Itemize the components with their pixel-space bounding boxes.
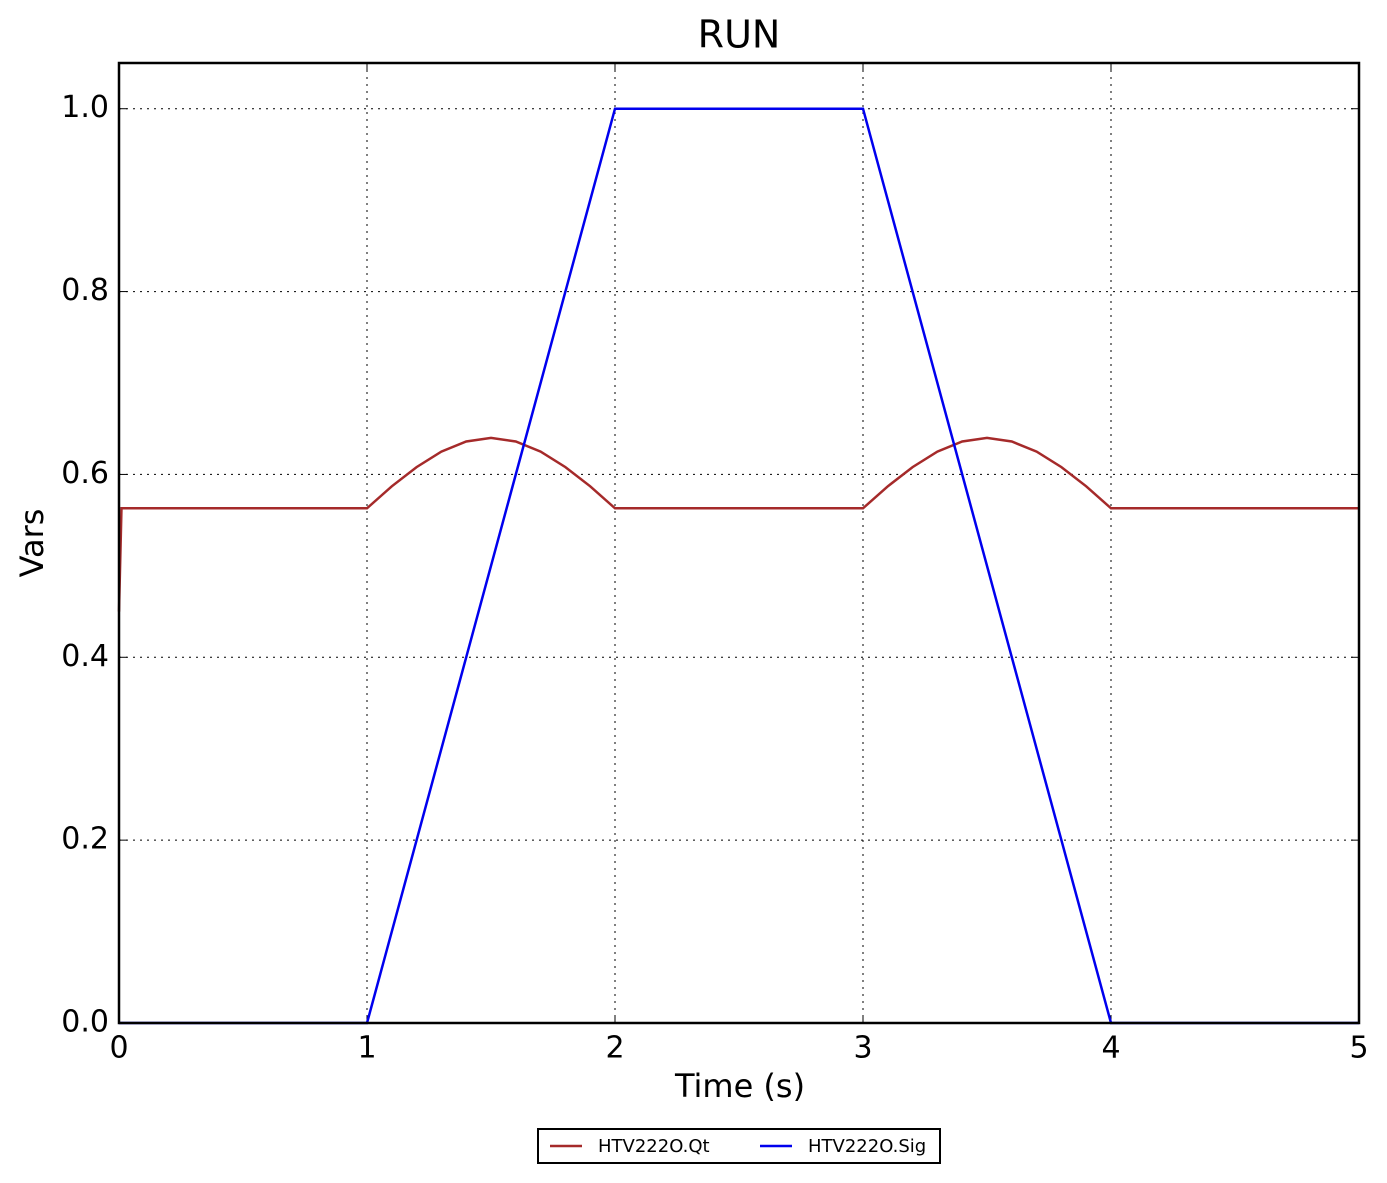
x-tick-label: 4 (1101, 1031, 1120, 1066)
x-tick-label: 0 (109, 1031, 128, 1066)
y-tick-label: 0.6 (61, 456, 109, 491)
x-tick-label: 1 (357, 1031, 376, 1066)
x-tick-label: 3 (853, 1031, 872, 1066)
x-tick-label: 2 (605, 1031, 624, 1066)
y-tick-label: 0.8 (61, 273, 109, 308)
x-tick-label: 5 (1349, 1031, 1368, 1066)
series-line (117, 436, 1359, 612)
plot-frame (117, 61, 1361, 1025)
chart-title: RUN (698, 13, 781, 57)
y-tick-label: 1.0 (61, 90, 109, 125)
y-axis-label: Vars (13, 509, 51, 578)
legend-box (537, 1128, 941, 1164)
legend-label: HTV222O.Sig (808, 1136, 926, 1157)
legend-label: HTV222O.Qt (598, 1136, 710, 1157)
x-axis-label: Time (s) (674, 1067, 805, 1105)
y-tick-label: 0.4 (61, 639, 109, 674)
y-tick-label: 0.2 (61, 822, 109, 857)
y-tick-label: 0.0 (61, 1005, 109, 1040)
